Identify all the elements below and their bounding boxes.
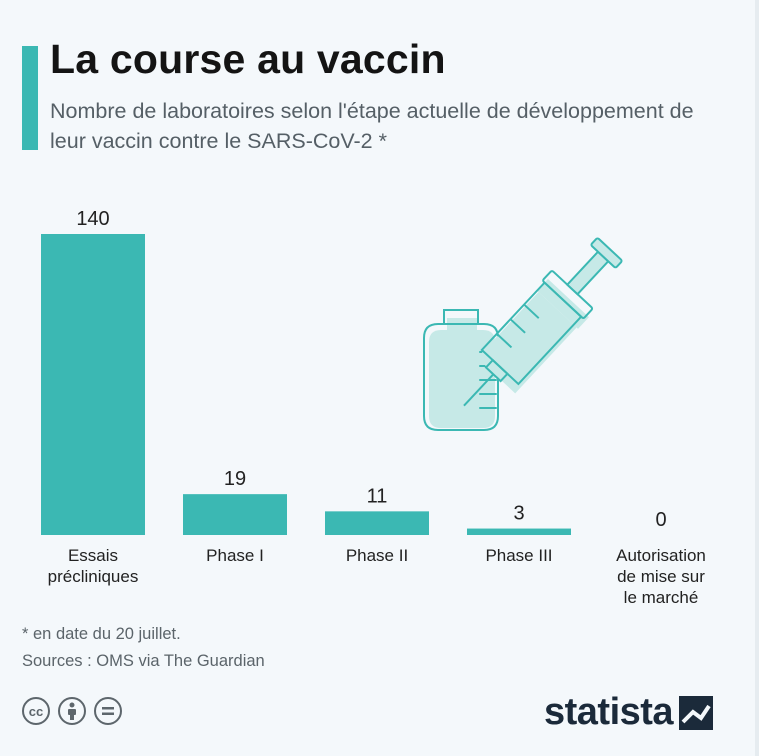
bar: [467, 528, 571, 535]
value-label: 0: [655, 509, 666, 531]
title-accent-bar: [22, 46, 38, 150]
attribution-icon[interactable]: [58, 697, 86, 725]
category-label: Essais précliniques: [48, 546, 139, 586]
bars-group: [41, 234, 571, 535]
statista-logo[interactable]: statista: [544, 691, 714, 734]
value-label: 3: [513, 503, 524, 525]
bar: [183, 494, 287, 535]
value-label: 11: [367, 485, 388, 507]
category-label: Phase III: [485, 546, 552, 565]
page-subtitle: Nombre de laboratoires selon l'étape act…: [50, 99, 694, 153]
category-label: Phase I: [206, 546, 264, 565]
bar: [325, 511, 429, 535]
value-label: 140: [76, 208, 109, 230]
sources-note: Sources : OMS via The Guardian: [22, 652, 265, 670]
value-labels-group: 140 19 11 3 0: [76, 208, 666, 531]
license-icons: cc: [22, 697, 122, 725]
logo-text: statista: [544, 691, 674, 733]
bar-chart: 140 19 11 3 0 Essais précliniques Phase I Phase…: [41, 208, 706, 607]
syringe-icon: [463, 237, 623, 407]
category-label: Phase II: [346, 546, 408, 565]
category-labels-group: Essais précliniques Phase I Phase II Phase I…: [48, 546, 706, 607]
creative-commons-icon[interactable]: cc: [22, 697, 50, 725]
page-title: La course au vaccin: [50, 36, 446, 82]
no-derivatives-icon[interactable]: [94, 697, 122, 725]
right-edge-strip: [755, 0, 759, 756]
vaccine-illustration: [423, 237, 623, 431]
vial-icon: [423, 309, 499, 431]
bar: [41, 234, 145, 535]
footnote: * en date du 20 juillet.: [22, 625, 181, 643]
logo-mark-icon: [679, 695, 714, 730]
category-label: Autorisation de mise sur le marché: [616, 546, 706, 607]
value-label: 19: [224, 468, 246, 490]
